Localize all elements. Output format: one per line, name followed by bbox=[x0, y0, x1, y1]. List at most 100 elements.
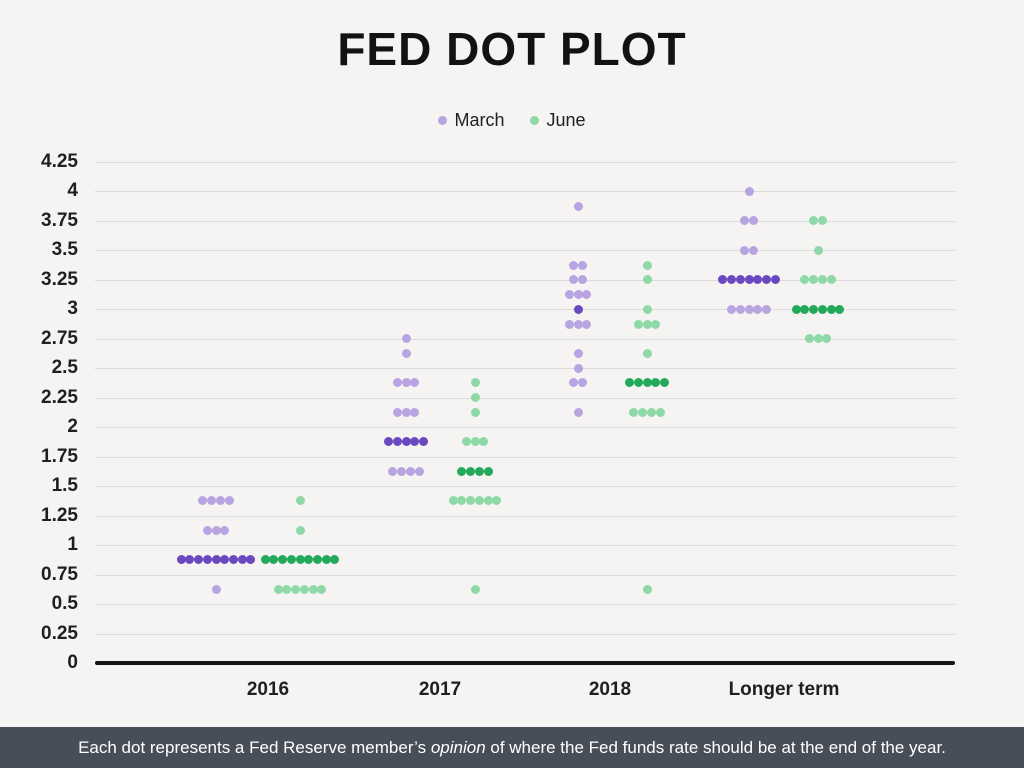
x-axis-category-label: Longer term bbox=[728, 679, 840, 700]
june-dot bbox=[295, 496, 305, 506]
gridline bbox=[95, 545, 955, 547]
june-dot-median bbox=[625, 378, 635, 388]
march-dot bbox=[573, 201, 583, 211]
gridline bbox=[95, 220, 955, 222]
june-dot-median bbox=[457, 466, 467, 476]
march-dot bbox=[564, 319, 574, 329]
chart-legend: March June bbox=[0, 110, 1024, 131]
march-dot bbox=[577, 260, 587, 270]
march-dot bbox=[569, 378, 579, 388]
march-dot bbox=[211, 584, 221, 594]
june-dot bbox=[651, 319, 661, 329]
june-dot-median bbox=[321, 555, 331, 565]
y-axis-tick-label: 2.75 bbox=[41, 327, 78, 349]
june-dot bbox=[642, 275, 652, 285]
legend-label-march: March bbox=[454, 110, 505, 130]
june-dot bbox=[492, 496, 502, 506]
y-axis-tick-label: 3 bbox=[67, 298, 78, 320]
june-dot-median bbox=[483, 466, 493, 476]
june-dot bbox=[457, 496, 467, 506]
june-dot bbox=[800, 275, 810, 285]
march-dot-median bbox=[392, 437, 402, 447]
june-dot bbox=[809, 216, 819, 226]
y-axis-tick-label: 3.25 bbox=[41, 268, 78, 290]
march-dot-median bbox=[211, 555, 221, 565]
march-dot bbox=[740, 245, 750, 255]
y-axis-tick-label: 1 bbox=[67, 534, 78, 556]
june-dot-median bbox=[269, 555, 279, 565]
march-dot-median bbox=[401, 437, 411, 447]
y-axis-tick-label: 2 bbox=[67, 416, 78, 438]
march-dot bbox=[401, 349, 411, 358]
june-dot bbox=[642, 260, 652, 270]
gridline bbox=[95, 309, 955, 311]
march-dot-median bbox=[384, 437, 394, 447]
june-dot-median bbox=[304, 555, 314, 565]
june-dot bbox=[273, 584, 283, 594]
y-axis-tick-label: 1.25 bbox=[41, 504, 78, 526]
march-dot-median bbox=[744, 275, 754, 285]
march-dot bbox=[198, 496, 208, 506]
march-dot-median bbox=[753, 275, 763, 285]
march-dot bbox=[410, 407, 420, 417]
march-dot-median bbox=[727, 275, 737, 285]
june-dot bbox=[479, 437, 489, 447]
march-dot bbox=[392, 407, 402, 417]
march-dot-median bbox=[220, 555, 230, 565]
june-dot-median bbox=[835, 304, 845, 314]
june-dot bbox=[470, 584, 480, 594]
june-dot-median bbox=[474, 466, 484, 476]
footer-caption: Each dot represents a Fed Reserve member… bbox=[78, 737, 946, 757]
june-dot-icon bbox=[530, 116, 540, 125]
june-dot-median bbox=[278, 555, 288, 565]
june-dot bbox=[448, 496, 458, 506]
june-dot-median bbox=[260, 555, 270, 565]
march-dot bbox=[744, 304, 754, 314]
march-dot bbox=[392, 378, 402, 388]
x-axis-category-label: 2018 bbox=[588, 679, 632, 700]
gridline bbox=[95, 161, 955, 163]
june-dot bbox=[655, 407, 665, 417]
gridline bbox=[95, 338, 955, 340]
march-dot bbox=[582, 290, 592, 300]
march-dot bbox=[397, 466, 407, 476]
y-axis-tick-label: 1.5 bbox=[51, 475, 78, 497]
march-dot bbox=[401, 378, 411, 388]
june-dot bbox=[638, 407, 648, 417]
legend-item-june: June bbox=[530, 110, 586, 131]
june-dot-median bbox=[642, 378, 652, 388]
june-dot-median bbox=[295, 555, 305, 565]
june-dot bbox=[470, 393, 480, 403]
june-dot bbox=[483, 496, 493, 506]
march-dot bbox=[569, 275, 579, 285]
x-axis-line bbox=[95, 661, 955, 665]
june-dot bbox=[633, 319, 643, 329]
june-dot-median bbox=[286, 555, 296, 565]
march-dot-median bbox=[573, 304, 583, 314]
june-dot bbox=[817, 275, 827, 285]
gridline bbox=[95, 279, 955, 281]
june-dot bbox=[295, 525, 305, 535]
june-dot bbox=[817, 216, 827, 226]
footer-caption-bar: Each dot represents a Fed Reserve member… bbox=[0, 727, 1024, 768]
march-dot bbox=[577, 275, 587, 285]
gridline bbox=[95, 515, 955, 517]
june-dot bbox=[461, 437, 471, 447]
march-dot-median bbox=[185, 555, 195, 565]
march-dot-median bbox=[246, 555, 256, 565]
june-dot-median bbox=[633, 378, 643, 388]
march-dot bbox=[573, 407, 583, 417]
y-axis-tick-label: 0 bbox=[67, 652, 78, 673]
june-dot-median bbox=[466, 466, 476, 476]
june-dot-median bbox=[826, 304, 836, 314]
march-dot bbox=[224, 496, 234, 506]
march-dot-icon bbox=[438, 116, 448, 125]
gridline bbox=[95, 397, 955, 399]
march-dot-median bbox=[718, 275, 728, 285]
june-dot bbox=[470, 407, 480, 417]
march-dot bbox=[569, 260, 579, 270]
march-dot bbox=[577, 378, 587, 388]
y-axis-tick-label: 2.5 bbox=[51, 357, 78, 379]
june-dot-median bbox=[791, 304, 801, 314]
